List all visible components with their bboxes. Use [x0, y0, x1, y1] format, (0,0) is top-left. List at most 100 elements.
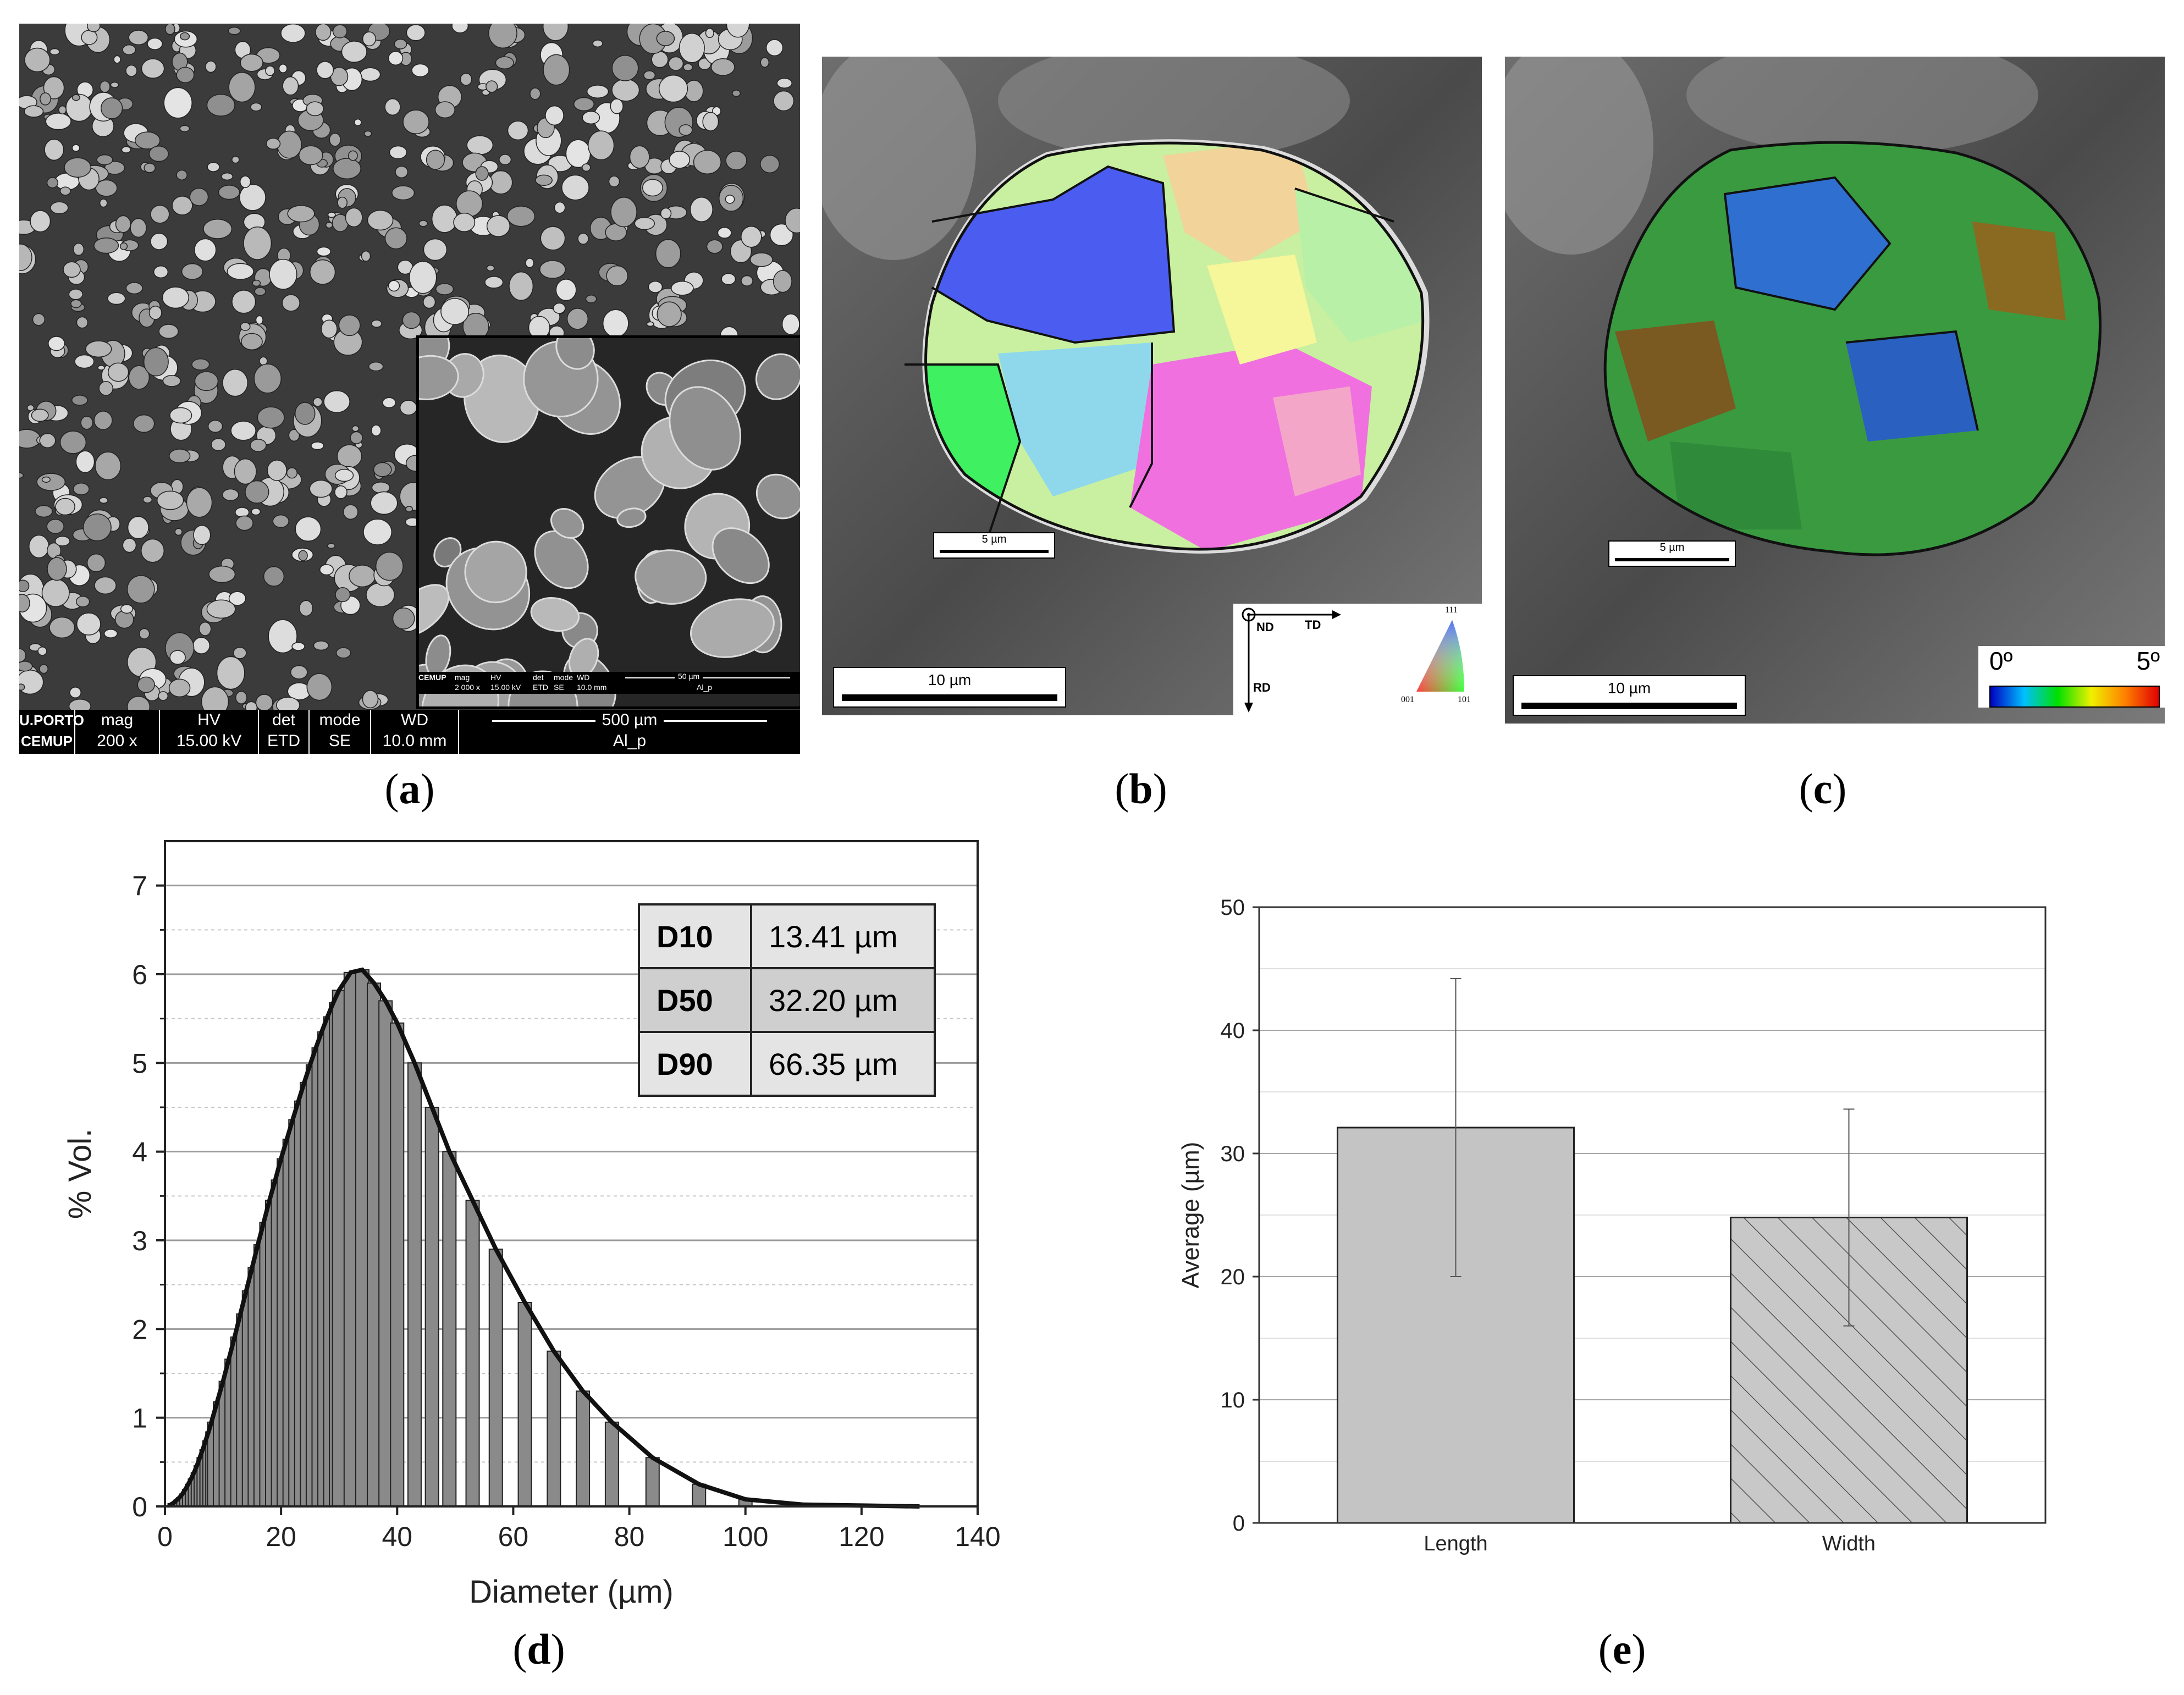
table-value: 13.41 µm — [750, 903, 936, 969]
caption-b: (b) — [1115, 765, 1167, 813]
sample-label: Al_p — [613, 732, 647, 750]
particle — [99, 497, 108, 504]
particle — [702, 112, 719, 131]
particle — [96, 154, 113, 165]
particle — [141, 538, 165, 563]
colorbar-min-label: 0º — [1989, 647, 2013, 675]
particle — [31, 408, 49, 422]
particle — [24, 105, 44, 118]
histogram-bar — [390, 1022, 405, 1507]
particle — [368, 361, 384, 372]
particle — [486, 215, 511, 238]
particle — [54, 535, 70, 546]
ipf-legend: ND TD RD 111 001 101 — [1233, 604, 1483, 715]
table-value: 32.20 µm — [750, 967, 936, 1033]
particle — [384, 227, 407, 250]
particle — [543, 54, 570, 86]
histogram-bar — [424, 1107, 439, 1507]
x-tick-label: 120 — [839, 1521, 884, 1552]
particle — [125, 282, 143, 295]
scale-bar-small — [1615, 558, 1729, 561]
particle — [776, 78, 792, 89]
particle — [370, 491, 398, 515]
particle — [321, 319, 338, 339]
y-tick-label: 10 — [1221, 1388, 1245, 1412]
particle — [239, 175, 251, 188]
particle — [350, 431, 363, 444]
y-tick-label: 50 — [1221, 896, 1245, 920]
particle — [334, 468, 354, 482]
particle — [278, 64, 288, 74]
particle — [391, 185, 415, 201]
particle — [45, 113, 71, 130]
particle — [451, 24, 469, 34]
table-key: D90 — [638, 1031, 752, 1097]
particle — [309, 479, 333, 498]
particle — [555, 279, 577, 301]
particle — [153, 266, 169, 279]
particle — [338, 314, 361, 336]
logo-bottom: CEMUP — [21, 733, 73, 749]
mode-label: mode — [319, 711, 361, 729]
ipf-legend-graphic — [1242, 608, 1464, 713]
particle — [203, 218, 233, 239]
particle — [693, 150, 721, 175]
particle — [75, 595, 90, 608]
hv-label: HV — [197, 711, 220, 729]
particle — [371, 424, 382, 437]
particle — [332, 24, 348, 38]
particle — [272, 514, 289, 528]
particle — [394, 38, 407, 49]
particle — [611, 55, 639, 81]
particle — [19, 594, 30, 612]
particle — [162, 374, 181, 387]
particle — [295, 516, 322, 542]
particle — [98, 381, 113, 396]
particle — [488, 24, 517, 49]
inset-particle — [555, 338, 595, 370]
colorbar-gradient — [1989, 686, 2160, 708]
particle — [168, 678, 191, 698]
y-axis-label: Average (µm) — [1177, 1142, 1204, 1289]
particle — [291, 642, 305, 651]
particle — [194, 238, 217, 262]
particle — [277, 130, 302, 159]
ipf-pole-111: 111 — [1445, 605, 1458, 615]
particle — [97, 365, 105, 371]
particle — [706, 239, 723, 254]
x-tick-label: 140 — [955, 1521, 1000, 1552]
particle — [455, 190, 483, 217]
particle — [36, 473, 66, 491]
particle — [231, 156, 240, 164]
particle — [75, 450, 95, 473]
particle — [683, 63, 693, 71]
particle — [710, 58, 735, 76]
particle — [629, 145, 650, 169]
scale-bar-large — [1521, 703, 1737, 709]
particle — [235, 691, 247, 704]
particle — [239, 184, 266, 211]
particle — [648, 280, 663, 293]
particle — [47, 336, 65, 351]
particle — [235, 515, 253, 531]
particle — [399, 400, 417, 416]
inset-label: WD — [577, 673, 590, 682]
td-axis-label: TD — [1305, 618, 1321, 632]
particle — [486, 80, 498, 93]
particle — [360, 67, 381, 82]
scale-label-small: 5 µm — [1659, 542, 1685, 554]
particle — [453, 212, 476, 232]
caption-letter: d — [527, 1625, 551, 1673]
particle — [760, 154, 780, 174]
particle — [411, 63, 429, 78]
particle — [348, 150, 358, 161]
caption-letter: c — [1813, 765, 1833, 813]
inset-particle — [534, 530, 589, 589]
particle — [499, 154, 512, 165]
particle — [306, 673, 333, 701]
particle — [114, 610, 134, 629]
powder-particles — [19, 24, 800, 710]
particle — [679, 124, 693, 136]
particle — [475, 166, 489, 181]
particle — [431, 205, 458, 233]
